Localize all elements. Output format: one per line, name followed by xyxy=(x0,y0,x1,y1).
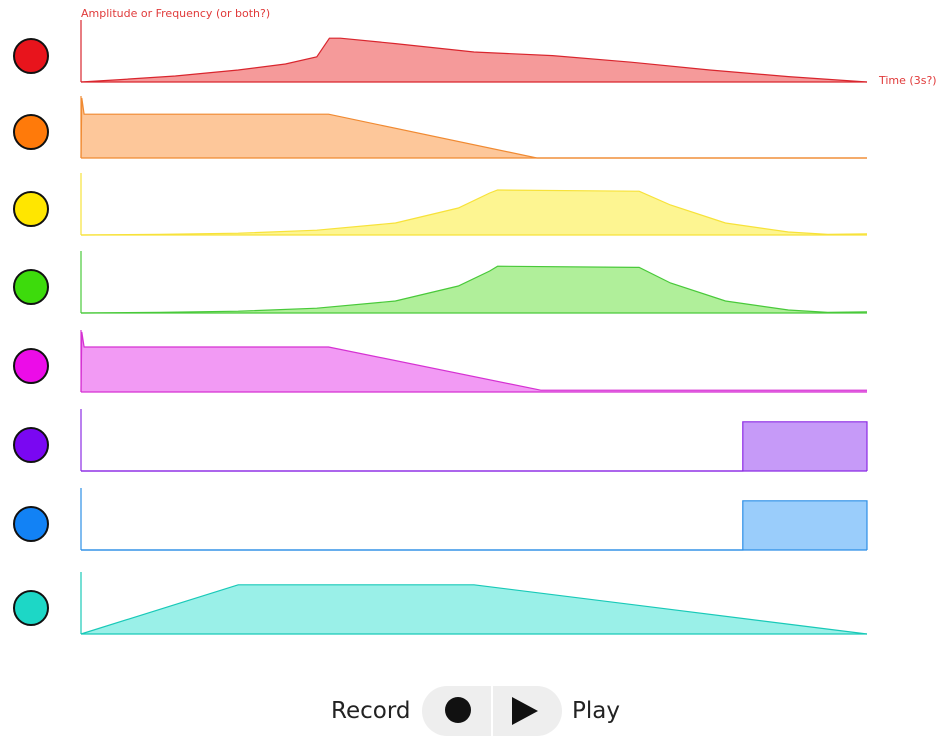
transport-controls: Record Play xyxy=(0,686,939,736)
track-blue-envelope-area[interactable] xyxy=(81,500,867,550)
track-magenta xyxy=(13,330,867,393)
track-yellow-envelope-line xyxy=(80,189,868,236)
record-label: Record xyxy=(331,698,411,724)
track-purple-envelope-area[interactable] xyxy=(81,421,867,471)
track-green-select-dot[interactable] xyxy=(13,269,49,305)
track-magenta-envelope-area[interactable] xyxy=(81,332,867,392)
track-magenta-select-dot[interactable] xyxy=(13,348,49,384)
x-axis-label: Time (3s?) xyxy=(878,74,937,87)
track-magenta-envelope-line xyxy=(80,331,867,393)
track-teal-envelope-area[interactable] xyxy=(81,584,867,634)
track-red-select-dot[interactable] xyxy=(13,38,49,74)
track-yellow-select-dot[interactable] xyxy=(13,191,49,227)
record-icon xyxy=(445,697,471,723)
track-purple xyxy=(13,409,868,472)
track-green-envelope-area[interactable] xyxy=(81,266,867,313)
track-orange xyxy=(13,96,867,159)
record-button[interactable] xyxy=(422,686,491,736)
track-teal-envelope-line xyxy=(80,584,868,635)
track-red xyxy=(13,20,868,83)
track-orange-select-dot[interactable] xyxy=(13,114,49,150)
track-green-envelope-line xyxy=(80,265,868,314)
play-button[interactable] xyxy=(493,686,562,736)
track-green xyxy=(13,251,868,314)
track-blue xyxy=(13,488,868,551)
track-blue-select-dot[interactable] xyxy=(13,506,49,542)
track-yellow-envelope-area[interactable] xyxy=(81,190,867,235)
play-icon xyxy=(512,697,538,725)
track-red-envelope-line xyxy=(80,37,868,83)
track-red-envelope-area[interactable] xyxy=(81,38,867,82)
track-orange-envelope-area[interactable] xyxy=(81,98,867,158)
track-yellow xyxy=(13,173,868,236)
y-axis-label: Amplitude or Frequency (or both?) xyxy=(81,7,270,20)
transport-button-group xyxy=(422,686,562,736)
track-list xyxy=(13,20,868,635)
track-purple-select-dot[interactable] xyxy=(13,427,49,463)
play-label: Play xyxy=(572,698,620,724)
track-teal xyxy=(13,572,868,635)
track-teal-select-dot[interactable] xyxy=(13,590,49,626)
